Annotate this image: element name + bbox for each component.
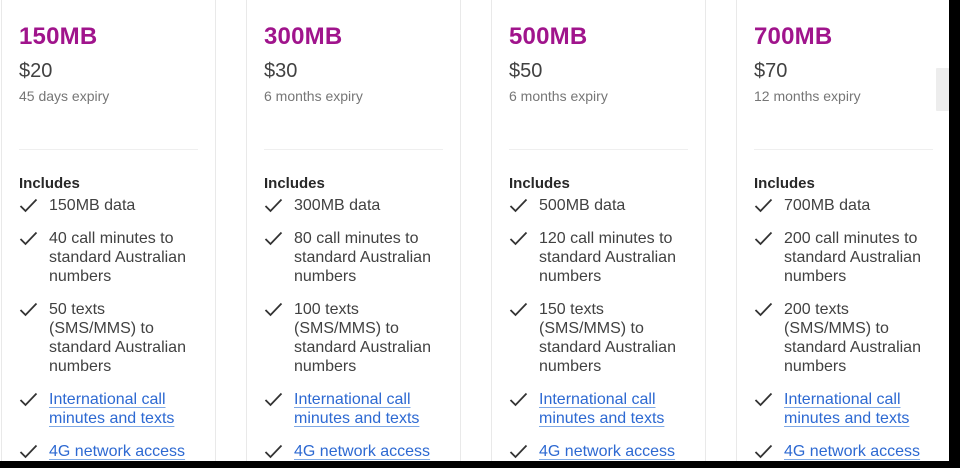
feature-4g-item: 4G network access: [509, 442, 688, 461]
check-icon: [509, 198, 528, 213]
feature-data-allowance: 700MB data: [754, 196, 933, 215]
feature-4g-item: 4G network access: [19, 442, 198, 461]
feature-international-item: International call minutes and texts: [19, 390, 198, 428]
feature-4g-item: 4G network access: [264, 442, 443, 461]
plan-expiry: 6 months expiry: [509, 88, 608, 104]
includes-label: Includes: [754, 175, 815, 192]
feature-text: 200 texts (SMS/MMS) to standard Australi…: [784, 301, 921, 375]
plan-price: $50: [509, 60, 543, 82]
feature-texts: 200 texts (SMS/MMS) to standard Australi…: [754, 300, 933, 376]
check-icon: [264, 302, 283, 317]
check-icon: [19, 302, 38, 317]
plan-price: $30: [264, 60, 298, 82]
plan-title: 500MB: [509, 23, 588, 50]
check-icon: [509, 302, 528, 317]
includes-label: Includes: [19, 175, 80, 192]
feature-text: 700MB data: [784, 197, 871, 214]
plan-title: 700MB: [754, 23, 833, 50]
international-call-link[interactable]: International call minutes and texts: [49, 391, 175, 427]
check-icon: [754, 392, 773, 407]
check-icon: [19, 392, 38, 407]
check-icon: [264, 231, 283, 246]
international-call-link[interactable]: International call minutes and texts: [294, 391, 420, 427]
features-list: 150MB data 40 call minutes to standard A…: [19, 196, 198, 461]
screen-edge-right: [949, 0, 960, 468]
feature-texts: 50 texts (SMS/MMS) to standard Australia…: [19, 300, 198, 376]
plan-price: $70: [754, 60, 788, 82]
plan-card-500mb: 500MB $50 6 months expiry Includes 500MB…: [491, 0, 706, 468]
plan-price: $20: [19, 60, 53, 82]
international-call-link[interactable]: International call minutes and texts: [539, 391, 665, 427]
feature-call-minutes: 80 call minutes to standard Australian n…: [264, 229, 443, 286]
check-icon: [19, 198, 38, 213]
feature-international-item: International call minutes and texts: [509, 390, 688, 428]
features-list: 700MB data 200 call minutes to standard …: [754, 196, 933, 461]
feature-text: 150 texts (SMS/MMS) to standard Australi…: [539, 301, 676, 375]
plan-card-150mb: 150MB $20 45 days expiry Includes 150MB …: [1, 0, 216, 468]
plan-card-700mb: 700MB $70 12 months expiry Includes 700M…: [736, 0, 951, 468]
check-icon: [264, 444, 283, 459]
feature-texts: 150 texts (SMS/MMS) to standard Australi…: [509, 300, 688, 376]
check-icon: [509, 444, 528, 459]
feature-call-minutes: 120 call minutes to standard Australian …: [509, 229, 688, 286]
plan-expiry: 12 months expiry: [754, 88, 861, 104]
includes-label: Includes: [264, 175, 325, 192]
feature-text: 500MB data: [539, 197, 626, 214]
network-4g-link[interactable]: 4G network access: [294, 443, 431, 460]
feature-texts: 100 texts (SMS/MMS) to standard Australi…: [264, 300, 443, 376]
check-icon: [754, 198, 773, 213]
feature-call-minutes: 200 call minutes to standard Australian …: [754, 229, 933, 286]
feature-4g-item: 4G network access: [754, 442, 933, 461]
feature-international-item: International call minutes and texts: [264, 390, 443, 428]
scrollbar-thumb[interactable]: [936, 68, 949, 111]
plan-card-300mb: 300MB $30 6 months expiry Includes 300MB…: [246, 0, 461, 468]
check-icon: [264, 392, 283, 407]
feature-text: 120 call minutes to standard Australian …: [539, 230, 676, 285]
feature-text: 150MB data: [49, 197, 136, 214]
check-icon: [509, 231, 528, 246]
feature-text: 80 call minutes to standard Australian n…: [294, 230, 431, 285]
check-icon: [754, 444, 773, 459]
check-icon: [754, 302, 773, 317]
check-icon: [509, 392, 528, 407]
feature-international-item: International call minutes and texts: [754, 390, 933, 428]
plan-title: 300MB: [264, 23, 343, 50]
check-icon: [19, 444, 38, 459]
screen-edge-bottom: [0, 461, 960, 468]
feature-text: 200 call minutes to standard Australian …: [784, 230, 921, 285]
international-call-link[interactable]: International call minutes and texts: [784, 391, 910, 427]
divider: [509, 149, 688, 150]
divider: [754, 149, 933, 150]
network-4g-link[interactable]: 4G network access: [49, 443, 186, 460]
plan-expiry: 6 months expiry: [264, 88, 363, 104]
feature-text: 40 call minutes to standard Australian n…: [49, 230, 186, 285]
feature-call-minutes: 40 call minutes to standard Australian n…: [19, 229, 198, 286]
check-icon: [754, 231, 773, 246]
includes-label: Includes: [509, 175, 570, 192]
check-icon: [264, 198, 283, 213]
network-4g-link[interactable]: 4G network access: [784, 443, 921, 460]
check-icon: [19, 231, 38, 246]
features-list: 500MB data 120 call minutes to standard …: [509, 196, 688, 461]
plan-expiry: 45 days expiry: [19, 88, 110, 104]
network-4g-link[interactable]: 4G network access: [539, 443, 676, 460]
feature-text: 100 texts (SMS/MMS) to standard Australi…: [294, 301, 431, 375]
plan-title: 150MB: [19, 23, 98, 50]
feature-text: 300MB data: [294, 197, 381, 214]
feature-data-allowance: 150MB data: [19, 196, 198, 215]
feature-data-allowance: 300MB data: [264, 196, 443, 215]
feature-text: 50 texts (SMS/MMS) to standard Australia…: [49, 301, 186, 375]
divider: [264, 149, 443, 150]
divider: [19, 149, 198, 150]
feature-data-allowance: 500MB data: [509, 196, 688, 215]
features-list: 300MB data 80 call minutes to standard A…: [264, 196, 443, 461]
